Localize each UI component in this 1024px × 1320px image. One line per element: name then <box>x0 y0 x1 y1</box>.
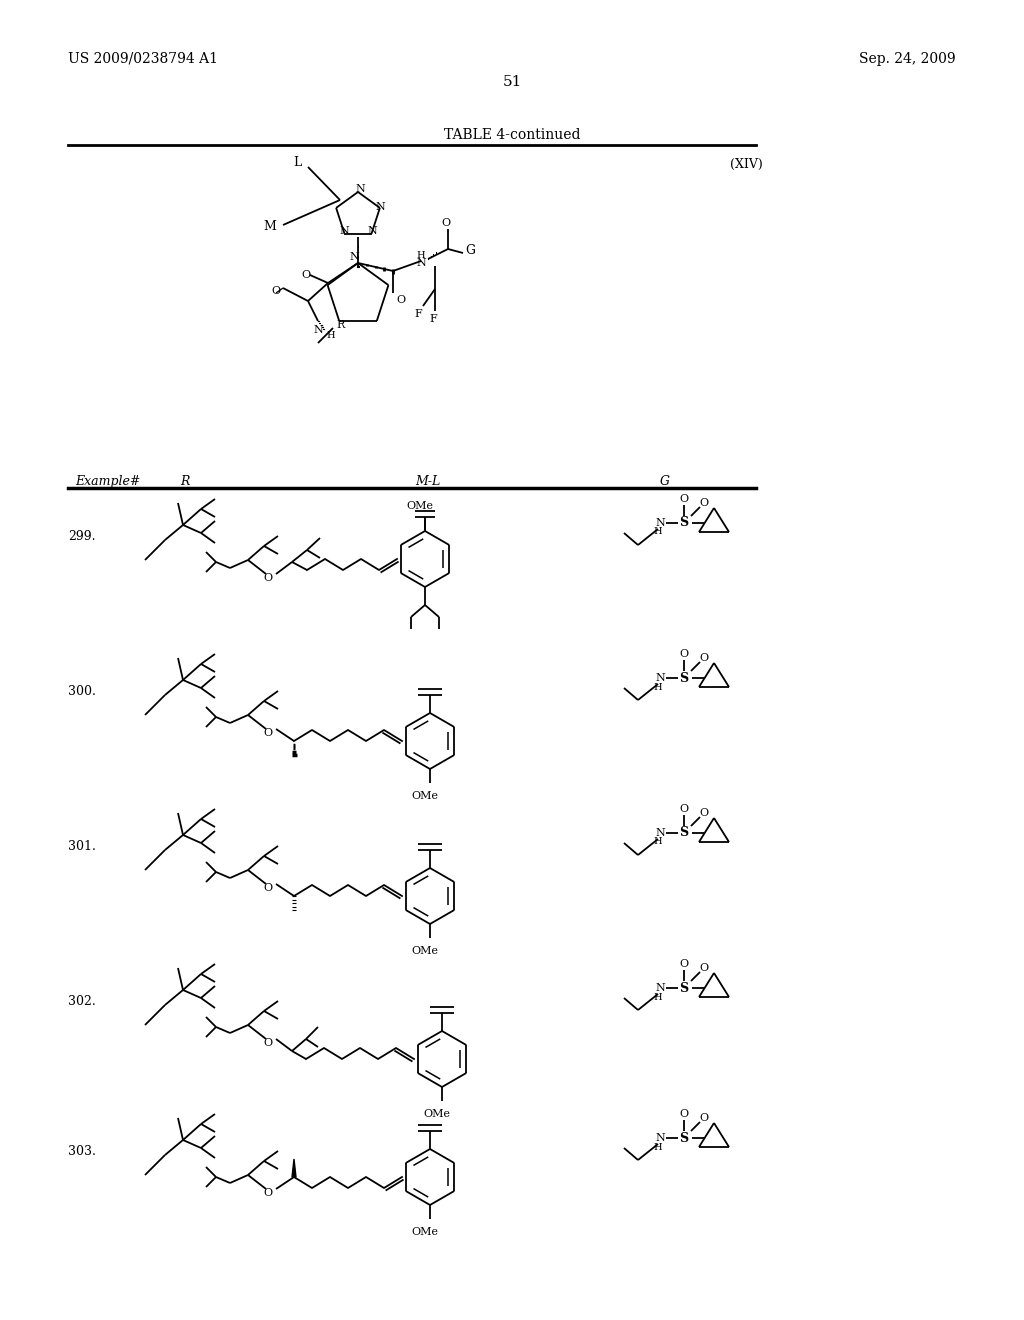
Text: 51: 51 <box>503 75 521 88</box>
Text: O: O <box>699 1113 709 1123</box>
Text: O: O <box>263 729 272 738</box>
Text: R: R <box>336 319 344 330</box>
Text: O: O <box>680 960 688 969</box>
Text: O: O <box>680 649 688 659</box>
Text: TABLE 4-continued: TABLE 4-continued <box>443 128 581 143</box>
Text: OMe: OMe <box>424 1109 451 1119</box>
Text: O: O <box>263 1188 272 1199</box>
Text: N: N <box>416 257 426 268</box>
Text: G: G <box>660 475 670 488</box>
Text: F: F <box>429 314 437 323</box>
Text: N: N <box>368 226 377 236</box>
Text: N: N <box>339 226 349 236</box>
Text: O: O <box>263 573 272 583</box>
Text: H: H <box>417 251 425 260</box>
Text: N: N <box>313 325 323 335</box>
Text: O: O <box>699 808 709 818</box>
Text: 303.: 303. <box>68 1144 96 1158</box>
Text: S: S <box>680 1131 688 1144</box>
Text: O: O <box>699 498 709 508</box>
Text: O: O <box>396 294 406 305</box>
Text: US 2009/0238794 A1: US 2009/0238794 A1 <box>68 51 218 66</box>
Text: O: O <box>441 218 451 228</box>
Text: S: S <box>680 672 688 685</box>
Text: Example#: Example# <box>75 475 140 488</box>
Text: O: O <box>699 964 709 973</box>
Text: (XIV): (XIV) <box>730 158 763 172</box>
Text: S: S <box>680 982 688 994</box>
Text: M: M <box>263 220 276 234</box>
Text: 302.: 302. <box>68 995 96 1008</box>
Text: O: O <box>680 1109 688 1119</box>
Text: O: O <box>271 286 281 296</box>
Text: N: N <box>655 828 665 838</box>
Text: H: H <box>326 331 335 341</box>
Text: L: L <box>294 157 302 169</box>
Text: N: N <box>349 252 358 261</box>
Text: OMe: OMe <box>412 1228 438 1237</box>
Text: R: R <box>180 475 189 488</box>
Text: N: N <box>655 1133 665 1143</box>
Text: S: S <box>680 826 688 840</box>
Text: S: S <box>680 516 688 529</box>
Text: N: N <box>375 202 385 213</box>
Text: O: O <box>263 1038 272 1048</box>
Text: OMe: OMe <box>407 502 433 511</box>
Text: H: H <box>653 837 663 846</box>
Text: O: O <box>680 804 688 814</box>
Polygon shape <box>292 1159 296 1177</box>
Text: O: O <box>699 653 709 663</box>
Text: H: H <box>653 682 663 692</box>
Text: 299.: 299. <box>68 531 95 543</box>
Text: OMe: OMe <box>412 946 438 956</box>
Text: M-L: M-L <box>415 475 440 488</box>
Text: H: H <box>653 528 663 536</box>
Text: 300.: 300. <box>68 685 96 698</box>
Text: OMe: OMe <box>412 791 438 801</box>
Text: G: G <box>465 244 475 257</box>
Text: N: N <box>355 183 365 194</box>
Text: H: H <box>653 993 663 1002</box>
Text: O: O <box>680 494 688 504</box>
Text: O: O <box>301 271 310 280</box>
Text: H: H <box>653 1143 663 1151</box>
Text: N: N <box>655 983 665 993</box>
Text: O: O <box>263 883 272 894</box>
Text: Sep. 24, 2009: Sep. 24, 2009 <box>859 51 956 66</box>
Text: N: N <box>655 673 665 682</box>
Text: N: N <box>655 517 665 528</box>
Text: F: F <box>414 309 422 319</box>
Text: 301.: 301. <box>68 840 96 853</box>
